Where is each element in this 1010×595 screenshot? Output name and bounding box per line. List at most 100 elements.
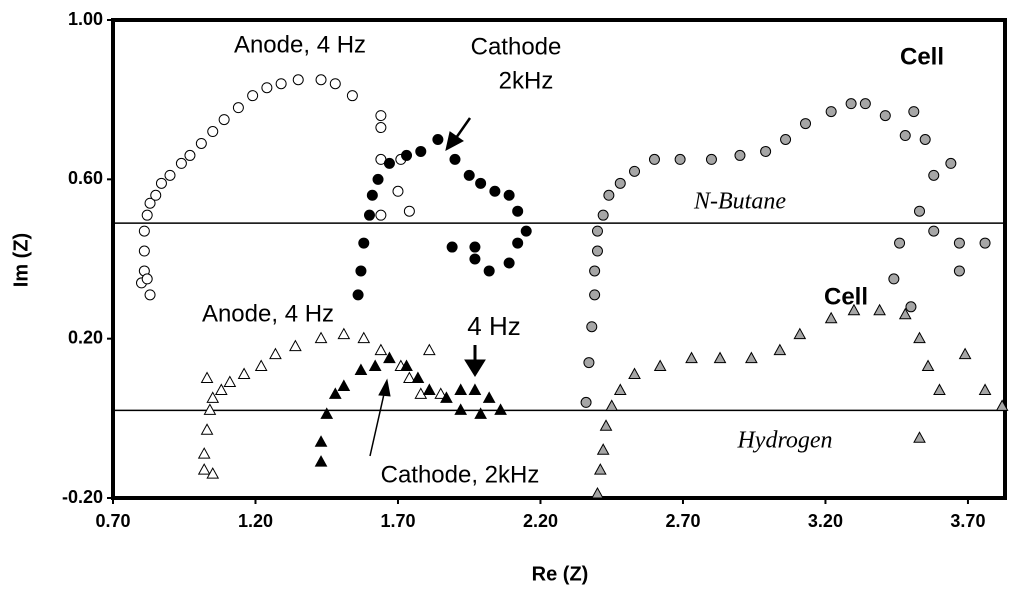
circle-point xyxy=(888,273,900,285)
circle-point xyxy=(780,134,792,145)
x-tick-label: 3.20 xyxy=(808,511,843,531)
annotation: Anode, 4 Hz xyxy=(234,31,366,58)
annotation: 2kHz xyxy=(499,67,554,94)
circle-point xyxy=(905,301,917,313)
triangle-point xyxy=(494,403,507,415)
circle-point xyxy=(591,245,603,257)
circle-point xyxy=(589,289,601,301)
triangle-point xyxy=(454,403,468,415)
circle-point xyxy=(859,98,871,110)
circle-point xyxy=(512,237,524,249)
triangle-point xyxy=(685,351,698,364)
circle-point xyxy=(383,157,395,169)
circle-point xyxy=(979,237,991,249)
triangle-point xyxy=(773,343,787,356)
circle-point xyxy=(232,102,244,114)
triangle-point xyxy=(921,359,935,372)
circle-point xyxy=(597,209,609,221)
circle-point xyxy=(403,205,415,217)
circle-point xyxy=(141,273,153,285)
circle-point xyxy=(734,149,746,161)
triangle-point xyxy=(745,351,758,364)
y-tick-label: 1.00 xyxy=(68,9,103,29)
triangle-point xyxy=(628,367,641,380)
triangle-point xyxy=(200,371,214,383)
circle-point xyxy=(150,189,162,201)
circle-point xyxy=(503,189,515,201)
circle-point xyxy=(375,122,387,134)
annotation: Cathode xyxy=(471,33,562,60)
circle-point xyxy=(363,209,375,221)
triangle-point xyxy=(468,383,482,395)
circle-point xyxy=(138,225,150,237)
circle-point xyxy=(586,321,598,333)
triangle-point xyxy=(411,371,425,383)
annotation: N-Butane xyxy=(693,189,786,215)
x-tick-label: 0.70 xyxy=(95,511,130,531)
circle-point xyxy=(329,78,341,90)
triangle-point xyxy=(913,331,926,344)
circle-point xyxy=(591,225,603,237)
circle-point xyxy=(603,189,615,201)
circle-point xyxy=(800,118,812,130)
triangle-point xyxy=(414,387,428,399)
circle-point xyxy=(583,357,595,369)
arrow-head xyxy=(464,359,486,377)
circle-point xyxy=(489,185,501,197)
triangle-point xyxy=(354,363,368,376)
circle-point xyxy=(292,74,304,86)
triangle-point xyxy=(203,403,217,415)
circle-point xyxy=(375,209,387,221)
circle-point xyxy=(275,78,287,90)
circle-point xyxy=(355,265,367,277)
triangle-point xyxy=(653,359,667,372)
circle-point xyxy=(346,90,358,102)
circle-point xyxy=(446,241,458,253)
triangle-point xyxy=(434,387,448,399)
circle-point xyxy=(648,153,660,165)
circle-point xyxy=(512,205,524,217)
x-tick-label: 1.20 xyxy=(238,511,273,531)
triangle-point xyxy=(403,371,416,383)
circle-point xyxy=(372,173,384,185)
circle-point xyxy=(261,82,273,94)
triangle-point xyxy=(599,419,613,431)
circle-point xyxy=(845,98,857,110)
triangle-point xyxy=(995,399,1009,411)
x-tick-label: 1.70 xyxy=(380,511,415,531)
circle-point xyxy=(184,149,196,161)
circle-point xyxy=(144,197,156,209)
circle-point xyxy=(469,241,481,253)
circle-point xyxy=(475,177,487,189)
triangle-point xyxy=(958,347,972,360)
triangle-point xyxy=(605,399,619,411)
y-tick-label: -0.20 xyxy=(62,487,103,507)
triangle-point xyxy=(269,347,282,360)
circle-point xyxy=(207,126,219,138)
triangle-point xyxy=(337,379,351,391)
x-tick-label: 2.70 xyxy=(665,511,700,531)
triangle-point xyxy=(454,383,468,395)
triangle-point xyxy=(898,307,912,320)
triangle-point xyxy=(374,343,388,356)
circle-point xyxy=(247,90,259,102)
triangle-point xyxy=(593,463,607,475)
triangle-point xyxy=(613,383,627,395)
x-tick-label: 3.70 xyxy=(950,511,985,531)
circle-point xyxy=(520,225,532,237)
triangle-point xyxy=(474,407,487,419)
circle-point xyxy=(825,106,837,118)
circle-point xyxy=(358,237,370,249)
triangle-point xyxy=(200,423,214,435)
triangle-point xyxy=(206,467,220,479)
circle-point xyxy=(366,189,378,201)
triangle-point xyxy=(422,343,436,356)
x-tick-label: 2.20 xyxy=(523,511,558,531)
triangle-point xyxy=(596,443,610,455)
triangle-point xyxy=(320,407,334,419)
triangle-point xyxy=(824,311,838,324)
triangle-point xyxy=(847,303,861,316)
circle-point xyxy=(155,177,167,189)
circle-point xyxy=(953,237,965,249)
circle-point xyxy=(352,289,364,301)
